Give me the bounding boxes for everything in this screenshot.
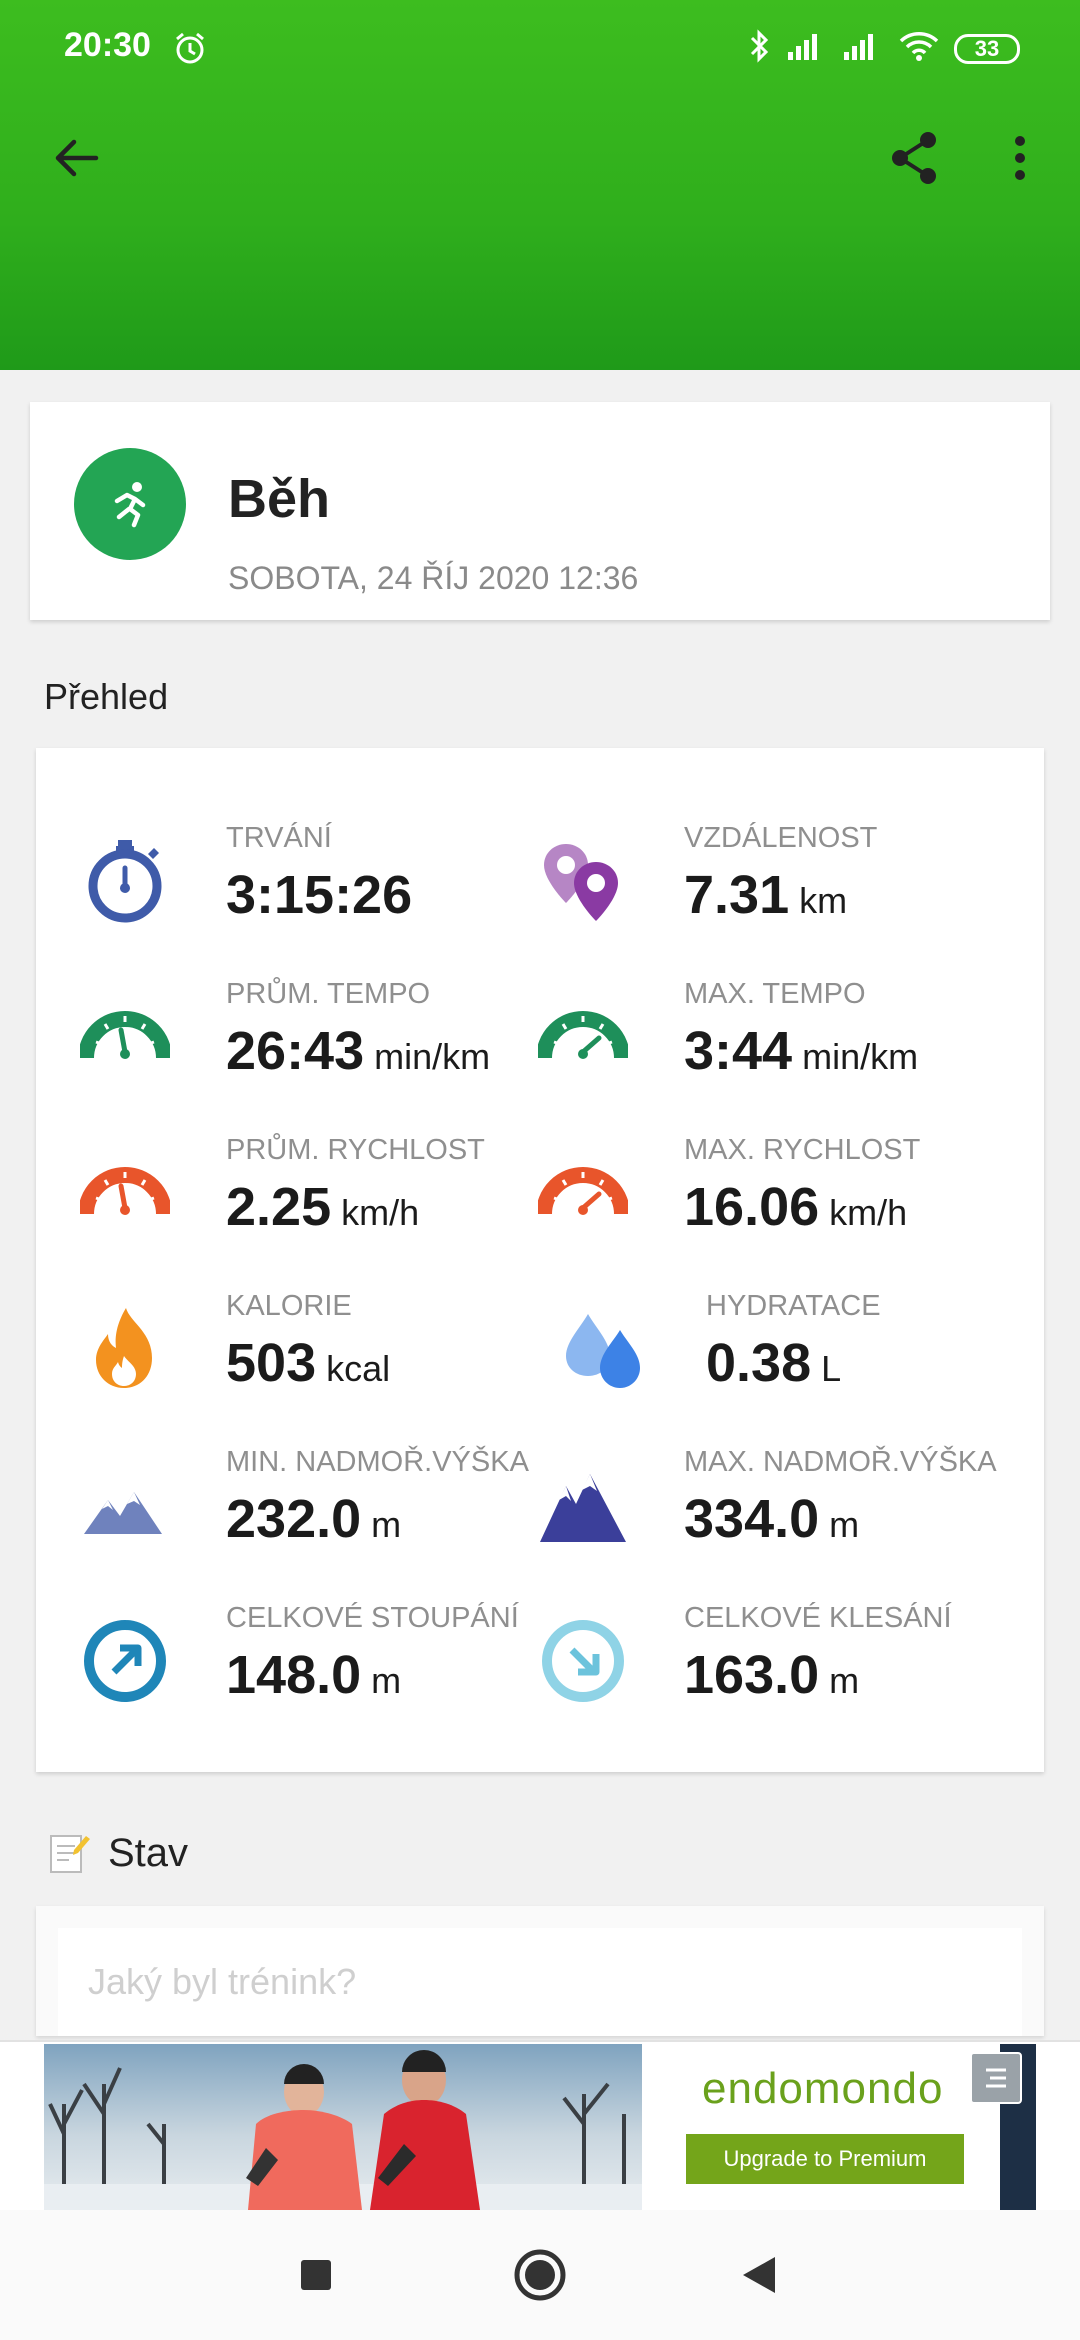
home-button[interactable] [500, 2240, 580, 2310]
status-icons: 33 [748, 28, 1020, 69]
share-button[interactable] [878, 122, 950, 194]
stat-duration: TRVÁNÍ 3:15:26 [80, 814, 520, 954]
share-icon [892, 132, 936, 184]
stat-min-altitude: MIN. NADMOŘ.VÝŠKA 232.0 m [80, 1438, 540, 1578]
stat-calories: KALORIE 503 kcal [80, 1282, 520, 1422]
endomondo-logo: endomondo [702, 2064, 944, 2113]
stat-label: VZDÁLENOST [684, 822, 878, 854]
stat-value: 0.38 L [706, 1333, 842, 1393]
activity-date: SOBOTA, 24 ŘÍJ 2020 12:36 [228, 560, 639, 596]
ad-runners-image [44, 2044, 642, 2210]
avg-speed-gauge-icon [80, 1167, 170, 1215]
ascent-arrow-icon [84, 1620, 166, 1702]
stat-total-ascent: CELKOVÉ STOUPÁNÍ 148.0 m [80, 1594, 520, 1734]
stat-label: HYDRATACE [706, 1290, 881, 1322]
stat-label: CELKOVÉ STOUPÁNÍ [226, 1602, 519, 1634]
stat-value: 148.0 m [226, 1645, 402, 1705]
stat-label: TRVÁNÍ [226, 822, 332, 854]
avg-pace-gauge-icon [80, 1011, 170, 1059]
water-drops-icon [566, 1314, 640, 1388]
stat-value: 2.25 km/h [226, 1177, 420, 1237]
max-pace-gauge-icon [538, 1011, 628, 1059]
triangle-back-icon [743, 2257, 775, 2293]
ad-content: endomondo Upgrade to Premium [642, 2044, 1036, 2210]
stat-value: 232.0 m [226, 1489, 402, 1549]
signal-icon [786, 30, 828, 67]
stat-value: 503 kcal [226, 1333, 391, 1393]
status-bar: 20:30 33 [0, 0, 1080, 100]
stat-value: 3:44 min/km [684, 1021, 919, 1081]
recent-apps-button[interactable] [276, 2240, 356, 2310]
stat-value: 334.0 m [684, 1489, 860, 1549]
alarm-icon [172, 30, 208, 71]
descent-arrow-icon [542, 1620, 624, 1702]
arrow-left-icon [55, 139, 99, 177]
wifi-icon [898, 30, 940, 67]
stat-max-altitude: MAX. NADMOŘ.VÝŠKA 334.0 m [538, 1438, 1018, 1578]
stat-value: 16.06 km/h [684, 1177, 908, 1237]
battery-indicator: 33 [954, 33, 1020, 64]
mountain-high-icon [540, 1474, 626, 1542]
stat-avg-speed: PRŮM. RYCHLOST 2.25 km/h [80, 1126, 520, 1266]
stat-max-speed: MAX. RYCHLOST 16.06 km/h [538, 1126, 1018, 1266]
stat-label: PRŮM. TEMPO [226, 978, 431, 1010]
status-card [36, 1906, 1044, 2036]
stat-total-descent: CELKOVÉ KLESÁNÍ 163.0 m [538, 1594, 1018, 1734]
stat-label: MAX. RYCHLOST [684, 1134, 921, 1166]
upgrade-premium-button[interactable]: Upgrade to Premium [686, 2134, 964, 2184]
stat-label: MAX. NADMOŘ.VÝŠKA [684, 1446, 997, 1478]
circle-icon [514, 2249, 566, 2301]
overview-card: TRVÁNÍ 3:15:26 VZDÁLENOST 7.31 km PRŮM. T… [36, 748, 1044, 1772]
more-vertical-icon [1015, 136, 1025, 180]
stat-avg-pace: PRŮM. TEMPO 26:43 min/km [80, 970, 520, 1110]
ad-choices-icon [986, 2068, 1006, 2088]
running-icon [74, 448, 186, 560]
system-navigation-bar [0, 2210, 1080, 2340]
stat-label: MIN. NADMOŘ.VÝŠKA [226, 1446, 529, 1478]
bluetooth-icon [748, 28, 772, 69]
stat-max-pace: MAX. TEMPO 3:44 min/km [538, 970, 1018, 1110]
status-section-title: Stav [108, 1830, 189, 1875]
stat-value: 163.0 m [684, 1645, 860, 1705]
stat-value: 7.31 km [684, 865, 848, 925]
mountain-low-icon [84, 1492, 162, 1534]
status-section-header: Stav [48, 1830, 188, 1876]
stat-label: MAX. TEMPO [684, 978, 866, 1010]
flame-icon [96, 1308, 152, 1388]
stat-label: CELKOVÉ KLESÁNÍ [684, 1602, 952, 1634]
more-options-button[interactable] [984, 122, 1056, 194]
ad-banner[interactable]: endomondo Upgrade to Premium [0, 2040, 1080, 2212]
location-pins-icon [544, 844, 618, 921]
overview-title: Přehled [44, 676, 169, 717]
notepad-icon [50, 1835, 90, 1873]
activity-card: Běh SOBOTA, 24 ŘÍJ 2020 12:36 [30, 402, 1050, 620]
signal-icon-2 [842, 30, 884, 67]
app-header: 20:30 33 [0, 0, 1080, 370]
stopwatch-icon [88, 840, 162, 923]
square-icon [301, 2260, 331, 2290]
status-time: 20:30 [64, 26, 151, 64]
stat-value: 26:43 min/km [226, 1021, 491, 1081]
activity-title: Běh [228, 469, 331, 529]
stat-label: KALORIE [226, 1290, 352, 1322]
workout-note-input[interactable] [58, 1928, 1022, 2036]
stat-distance: VZDÁLENOST 7.31 km [538, 814, 1018, 954]
ad-choices-button[interactable] [970, 2052, 1022, 2104]
stat-hydration: HYDRATACE 0.38 L [560, 1282, 1020, 1422]
max-speed-gauge-icon [538, 1167, 628, 1215]
stat-label: PRŮM. RYCHLOST [226, 1134, 485, 1166]
system-back-button[interactable] [720, 2240, 800, 2310]
stat-value: 3:15:26 [226, 865, 413, 925]
back-button[interactable] [40, 122, 112, 194]
